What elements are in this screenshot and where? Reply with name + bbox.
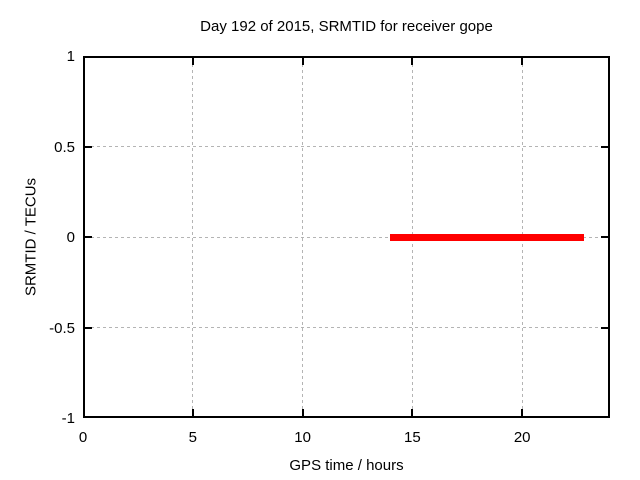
x-tick-label: 0: [78, 429, 88, 446]
x-tick-top: [521, 58, 524, 65]
y-tick-right: [601, 236, 608, 238]
x-tick-label: 20: [513, 429, 531, 446]
y-tick-left: [85, 326, 92, 329]
x-tick-bottom: [411, 409, 414, 416]
y-gridline: [85, 146, 608, 147]
x-tick-label: 15: [404, 429, 421, 446]
x-tick-bottom: [521, 409, 524, 416]
y-gridline: [85, 236, 608, 238]
chart-title: Day 192 of 2015, SRMTID for receiver gop…: [200, 18, 493, 35]
y-gridline: [85, 327, 608, 328]
y-tick-label: -0.5: [49, 319, 75, 337]
y-tick-label: 0.5: [54, 138, 75, 156]
y-tick-label: 1: [66, 48, 75, 65]
y-tick-right: [601, 145, 608, 148]
y-tick-label: -1: [61, 410, 75, 427]
x-tick-top: [411, 58, 414, 65]
y-tick-left: [85, 145, 92, 148]
y-tick-right: [601, 326, 608, 329]
y-tick-label: 0: [66, 229, 75, 246]
x-tick-bottom: [191, 409, 194, 416]
x-tick-label: 5: [188, 429, 197, 446]
series-line-srmtid: [390, 233, 584, 241]
x-tick-top: [191, 58, 194, 65]
x-tick-top: [301, 58, 304, 65]
x-tick-bottom: [301, 409, 304, 416]
x-axis-label: GPS time / hours: [289, 457, 404, 474]
y-tick-left: [85, 236, 92, 238]
x-tick-label: 10: [294, 429, 311, 446]
